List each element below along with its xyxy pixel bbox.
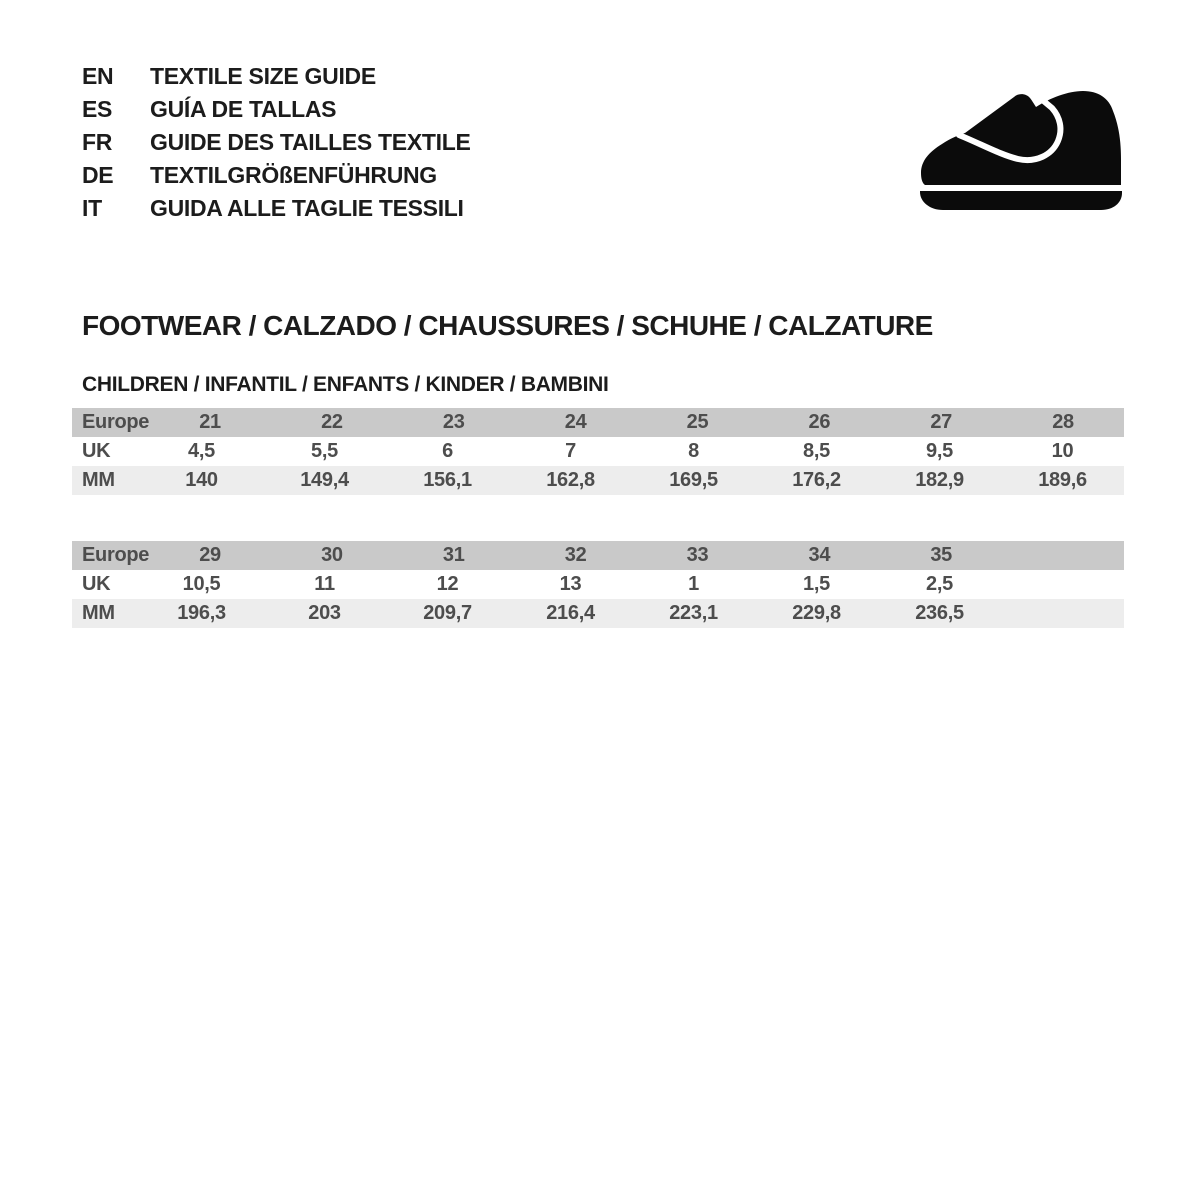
size-value: 223,1 (669, 602, 718, 624)
size-value: 23 (442, 411, 465, 433)
size-table-children-eu-29-35: Europe 29 30 31 32 33 34 35 UK 10,5 11 12 13 1 1,5 2,5 M… (72, 541, 1124, 628)
size-value: 5,5 (311, 440, 338, 462)
language-row-fr: FR GUIDE DES TAILLES TEXTILE (82, 126, 471, 159)
size-value: 209,7 (423, 602, 472, 624)
size-value: 11 (314, 573, 335, 595)
size-value: 149,4 (300, 469, 349, 491)
size-value: 1,5 (803, 573, 830, 595)
size-value: 189,6 (1038, 469, 1087, 491)
size-value: 1 (688, 573, 699, 595)
language-row-de: DE TEXTILGRÖßENFÜHRUNG (82, 159, 471, 192)
size-value: 4,5 (188, 440, 215, 462)
size-value: 22 (321, 411, 343, 433)
language-title: TEXTILGRÖßENFÜHRUNG (150, 162, 437, 188)
size-value: 10 (1051, 440, 1074, 462)
size-value: 31 (442, 544, 465, 566)
size-value: 25 (686, 411, 709, 433)
table-row-europe: Europe 21 22 23 24 25 26 27 28 (72, 408, 1124, 437)
language-code: IT (82, 195, 102, 221)
size-value: 21 (199, 411, 221, 433)
size-table-children-eu-21-28: Europe 21 22 23 24 25 26 27 28 UK 4,5 5,5 6 7 8 8,5 9,5 1… (72, 408, 1124, 495)
size-value: 26 (808, 411, 831, 433)
row-label: UK (82, 573, 111, 595)
size-value: 236,5 (915, 602, 964, 624)
row-label: Europe (82, 411, 150, 433)
table-row-europe: Europe 29 30 31 32 33 34 35 (72, 541, 1124, 570)
section-subtitle: CHILDREN / INFANTIL / ENFANTS / KINDER /… (82, 373, 609, 396)
size-value: 28 (1052, 411, 1074, 433)
language-list: EN TEXTILE SIZE GUIDE ES GUÍA DE TALLAS FR GU… (82, 60, 471, 225)
language-row-en: EN TEXTILE SIZE GUIDE (82, 60, 471, 93)
size-value: 176,2 (792, 469, 841, 491)
language-code: ES (82, 96, 113, 122)
language-title: TEXTILE SIZE GUIDE (150, 63, 376, 89)
children-shoe-icon-svg (920, 91, 1122, 210)
row-label: MM (82, 602, 115, 624)
language-row-it: IT GUIDA ALLE TAGLIE TESSILI (82, 192, 471, 225)
size-value: 6 (442, 440, 453, 462)
size-value: 8,5 (803, 440, 830, 462)
size-value: 32 (564, 544, 587, 566)
size-value: 169,5 (669, 469, 718, 491)
size-value: 30 (321, 544, 343, 566)
children-shoe-icon (917, 88, 1125, 212)
size-value: 33 (686, 544, 709, 566)
language-code: DE (82, 162, 114, 188)
language-title: GUIDA ALLE TAGLIE TESSILI (150, 195, 464, 221)
size-value: 12 (436, 573, 459, 595)
language-code: FR (82, 129, 113, 155)
language-title: GUIDE DES TAILLES TEXTILE (150, 129, 471, 155)
size-value: 2,5 (926, 573, 953, 595)
size-value: 24 (564, 411, 587, 433)
size-value: 203 (308, 602, 341, 624)
size-value: 13 (559, 573, 582, 595)
size-value: 182,9 (915, 469, 964, 491)
table-row-mm: MM 196,3 203 209,7 216,4 223,1 229,8 236,5 (72, 599, 1124, 628)
table-row-uk: UK 10,5 11 12 13 1 1,5 2,5 (72, 570, 1124, 599)
size-value: 229,8 (792, 602, 841, 624)
size-value: 196,3 (177, 602, 226, 624)
size-value: 29 (199, 544, 221, 566)
size-value: 8 (688, 440, 699, 462)
section-title: FOOTWEAR / CALZADO / CHAUSSURES / SCHUHE… (82, 310, 933, 341)
size-value: 7 (565, 440, 576, 462)
row-label: Europe (82, 544, 150, 566)
language-row-es: ES GUÍA DE TALLAS (82, 93, 471, 126)
size-value: 162,8 (546, 469, 595, 491)
size-value: 10,5 (182, 573, 221, 595)
row-label: MM (82, 469, 115, 491)
row-label: UK (82, 440, 111, 462)
language-code: EN (82, 63, 114, 89)
size-value: 35 (930, 544, 953, 566)
language-title: GUÍA DE TALLAS (150, 96, 337, 122)
size-value: 34 (808, 544, 831, 566)
table-row-mm: MM 140 149,4 156,1 162,8 169,5 176,2 182,9 189,6 (72, 466, 1124, 495)
size-value: 216,4 (546, 602, 595, 624)
size-value: 140 (185, 469, 218, 491)
table-row-uk: UK 4,5 5,5 6 7 8 8,5 9,5 10 (72, 437, 1124, 466)
size-value: 27 (930, 411, 953, 433)
size-value: 156,1 (423, 469, 472, 491)
size-value: 9,5 (926, 440, 953, 462)
